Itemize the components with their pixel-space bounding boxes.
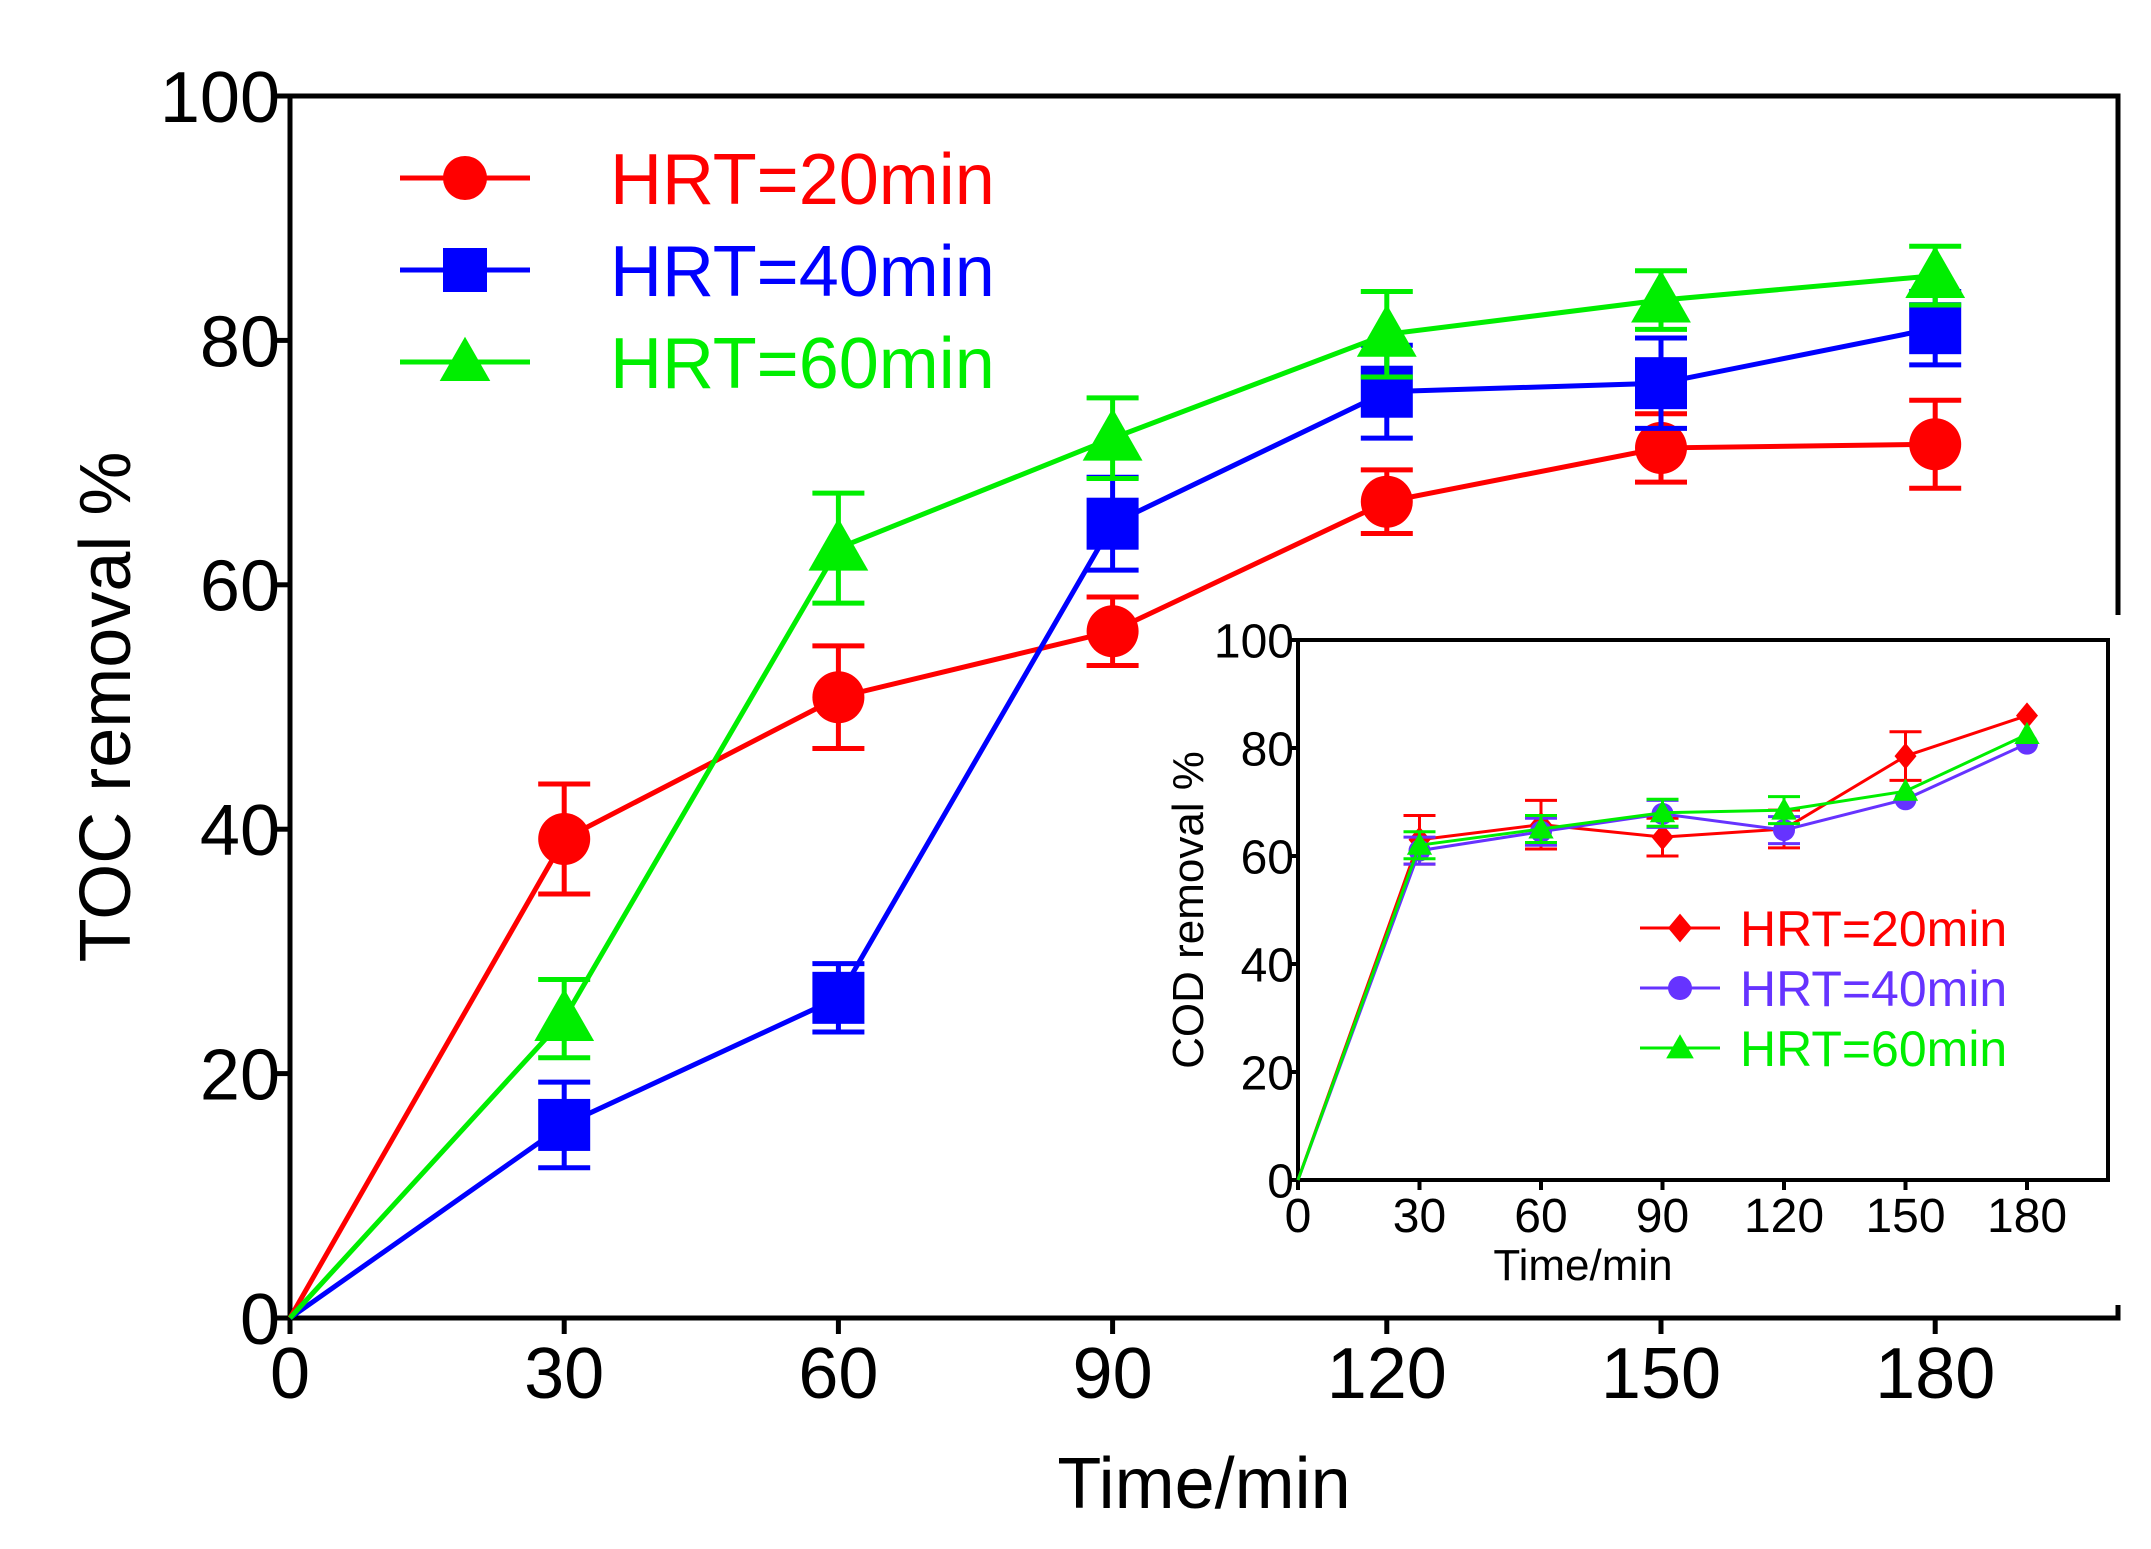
main-data-point	[538, 1098, 591, 1151]
main-x-tick-label: 0	[270, 1334, 310, 1414]
main-data-point	[1356, 304, 1417, 357]
inset-data-point	[1406, 832, 1433, 855]
main-data-point	[1360, 475, 1413, 528]
inset-data-point	[1894, 742, 1917, 770]
main-x-tick-label: 180	[1875, 1334, 1995, 1414]
main-x-tick-label: 150	[1601, 1334, 1721, 1414]
main-x-tick-label: 60	[798, 1334, 878, 1414]
main-data-point	[1086, 497, 1139, 550]
main-data-point	[808, 518, 869, 571]
main-data-point	[1631, 270, 1691, 323]
inset-x-tick-label: 60	[1514, 1190, 1567, 1243]
inset-x-tick-label: 30	[1393, 1190, 1446, 1243]
main-y-tick-label: 0	[240, 1280, 280, 1360]
main-x-tick-label: 120	[1327, 1334, 1447, 1414]
main-data-point	[1905, 245, 1966, 299]
main-legend-marker	[443, 156, 487, 200]
inset-data-point	[1892, 778, 1919, 801]
inset-legend-marker	[1666, 1034, 1694, 1059]
inset-plot: 0 30 60 90 120 150 180 0 20 40 60 80 100 Time/min COD …	[1164, 615, 2133, 1305]
inset-data-point	[1771, 797, 1797, 820]
inset-legend-marker	[1668, 976, 1692, 1000]
inset-legend-label: HRT=40min	[1740, 961, 2007, 1017]
inset-y-tick-label: 100	[1214, 615, 1294, 668]
main-y-tick-label: 80	[200, 302, 280, 382]
main-legend-marker	[439, 336, 491, 381]
main-data-point	[1086, 605, 1139, 658]
main-y-tick-label: 60	[200, 547, 280, 627]
main-y-tick-label: 40	[200, 791, 280, 871]
main-y-tick-label: 20	[200, 1036, 280, 1116]
main-data-point	[534, 988, 595, 1042]
main-x-tick-label: 30	[524, 1334, 604, 1414]
inset-y-tick-label: 40	[1241, 939, 1294, 992]
inset-y-tick-label: 0	[1267, 1155, 1294, 1208]
inset-legend-label: HRT=20min	[1740, 901, 2007, 957]
inset-legend-label: HRT=60min	[1740, 1021, 2007, 1077]
inset-y-tick-label: 60	[1241, 831, 1294, 884]
main-data-point	[538, 812, 591, 865]
main-data-point	[1635, 357, 1687, 410]
inset-x-tick-label: 150	[1865, 1190, 1945, 1243]
main-plot: 0 30 60 90 120 150 180 0 20 40 60 80 100 Time/min TOC …	[66, 58, 2121, 1524]
inset-legend-marker	[1668, 913, 1692, 943]
inset-plot-frame	[1296, 638, 2110, 1182]
main-data-point	[1635, 421, 1687, 474]
inset-data-point	[2016, 702, 2038, 729]
main-legend-label: HRT=60min	[610, 324, 995, 404]
inset-x-tick-label: 90	[1636, 1190, 1689, 1243]
inset-data-point	[1651, 823, 1674, 851]
inset-y-tick-label: 20	[1241, 1047, 1294, 1100]
inset-background	[1178, 615, 2133, 1305]
inset-data-point	[2014, 721, 2040, 744]
inset-y-tick-label: 80	[1241, 723, 1294, 776]
main-data-point	[812, 671, 865, 724]
main-x-axis-label: Time/min	[1057, 1444, 1350, 1524]
main-data-point	[1082, 408, 1143, 461]
main-legend-label: HRT=20min	[610, 140, 995, 220]
inset-data-point	[1649, 800, 1676, 823]
main-legend-marker	[443, 248, 487, 292]
main-legend-label: HRT=40min	[610, 232, 995, 312]
main-data-point	[812, 971, 865, 1024]
inset-y-axis-label: COD removal %	[1164, 751, 1213, 1069]
inset-x-tick-label: 180	[1987, 1190, 2067, 1243]
inset-data-point	[1528, 816, 1554, 839]
inset-x-axis-label: Time/min	[1493, 1241, 1672, 1290]
inset-x-tick-label: 0	[1285, 1190, 1312, 1243]
main-x-tick-label: 90	[1073, 1334, 1153, 1414]
main-y-axis-label: TOC removal %	[66, 452, 146, 963]
main-data-point	[1909, 418, 1962, 471]
inset-x-tick-label: 120	[1744, 1190, 1824, 1243]
main-y-tick-label: 100	[160, 58, 280, 138]
main-data-point	[1909, 302, 1962, 355]
